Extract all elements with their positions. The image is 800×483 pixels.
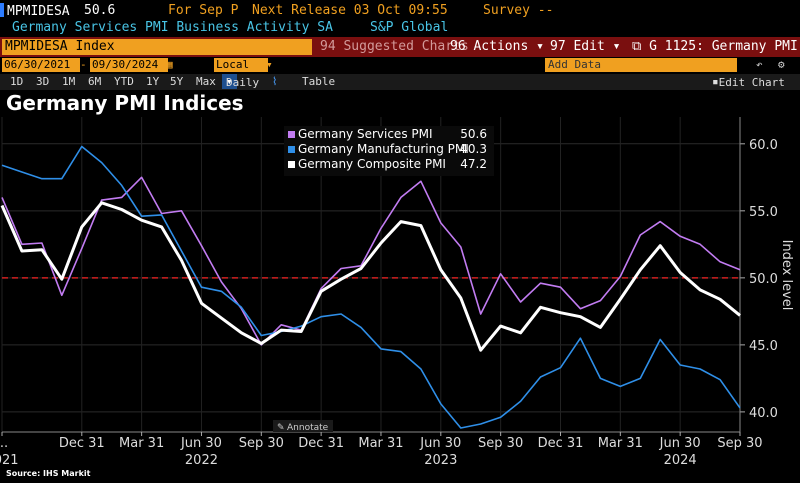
chart-title: Germany PMI Indices xyxy=(6,91,244,115)
chevron-down-icon[interactable]: ▾ xyxy=(266,58,273,71)
end-date-input[interactable]: 09/30/2024 xyxy=(90,58,168,72)
services-line xyxy=(1,176,741,346)
annotate-button xyxy=(273,420,333,432)
date-separator: - xyxy=(80,58,87,71)
data-source: S&P Global xyxy=(370,20,449,35)
x-tick-label: Mar 31 xyxy=(358,436,403,451)
annotate-label: Annotate xyxy=(287,423,329,433)
chart-name-button[interactable]: ⧉ G 1125: Germany PMI xyxy=(632,39,798,54)
period-1d[interactable]: 1D xyxy=(10,75,24,88)
period-6m[interactable]: 6M xyxy=(88,75,102,88)
source-note: Source: IHS Markit xyxy=(6,469,91,478)
y-tick-label: 55.0 xyxy=(749,205,778,220)
open-external-icon: ⧉ xyxy=(632,39,650,54)
y-axis-label: Index level xyxy=(779,240,794,311)
actions-button[interactable]: 96 Actions ▾ xyxy=(450,39,544,54)
series-lines xyxy=(0,145,741,429)
start-date-input[interactable]: 06/30/2021 xyxy=(2,58,80,72)
period-ytd[interactable]: YTD xyxy=(114,75,134,88)
x-tick-label: Mar 31 xyxy=(598,436,643,451)
axes: 40.0 45.0 50.0 55.0 60.0 Index level... 2021 De… xyxy=(0,117,794,468)
calendar-icon[interactable]: ▦ xyxy=(166,58,173,71)
survey-label: Survey -- xyxy=(483,3,554,18)
x-year-label: 2024 xyxy=(664,453,697,468)
period-max[interactable]: Max xyxy=(196,75,216,88)
chevron-down-icon: ▾ xyxy=(528,39,544,54)
last-value: 50.6 xyxy=(84,3,116,18)
period-bar: 1D 3D 1M 6M YTD 1Y 5Y Max Daily ▾ ⌇ Tabl… xyxy=(0,74,800,90)
composite-line xyxy=(0,201,741,352)
pencil-icon: ✎ xyxy=(277,423,285,433)
edit-icon: 97 xyxy=(550,39,574,54)
actions-icon: 96 xyxy=(450,39,474,54)
x-tick-label: Sep 30 xyxy=(478,436,523,451)
x-year-label: 2023 xyxy=(424,453,457,468)
edit-chart-button[interactable]: ▪ Edit Chart xyxy=(712,75,785,89)
x-year-label: 2022 xyxy=(185,453,218,468)
x-tick-label: Sep 30 xyxy=(239,436,284,451)
security-description: Germany Services PMI Business Activity S… xyxy=(12,20,333,35)
x-tick-label: Jun 30 xyxy=(419,436,461,451)
manufacturing-line xyxy=(1,145,741,429)
quote-bar: MPMIDESA 50.6 For Sep P Next Release 03 … xyxy=(0,0,800,20)
grid-lines xyxy=(1,117,741,432)
legend-value: 50.6 xyxy=(460,127,487,141)
legend-swatch xyxy=(288,161,295,168)
frequency-select[interactable]: Daily ▾ xyxy=(222,74,259,89)
suggested-charts-button[interactable]: 94 Suggested Charts xyxy=(320,39,469,54)
period-3d[interactable]: 3D xyxy=(36,75,50,88)
add-data-input[interactable]: Add Data xyxy=(545,58,737,72)
command-bar: MPMIDESA Index 94 Suggested Charts 96 Ac… xyxy=(0,37,800,57)
x-tick-label: Dec 31 xyxy=(538,436,584,451)
period-1m[interactable]: 1M xyxy=(62,75,76,88)
legend-box xyxy=(284,126,494,176)
y-tick-label: 60.0 xyxy=(749,138,778,153)
legend-value: 40.3 xyxy=(460,142,487,156)
chevron-down-icon: ▾ xyxy=(604,39,621,54)
legend-value: 47.2 xyxy=(460,157,487,171)
x-tick-label: ... xyxy=(0,436,8,451)
legend-label: Germany Composite PMI xyxy=(298,157,446,171)
x-tick-label: Dec 31 xyxy=(59,436,105,451)
settings-icon[interactable]: ⚙ xyxy=(778,58,785,71)
period-5y[interactable]: 5Y xyxy=(170,75,184,88)
x-tick-label: Dec 31 xyxy=(298,436,344,451)
table-button[interactable]: Table xyxy=(302,75,336,88)
legend-label: Germany Services PMI xyxy=(298,127,433,141)
y-tick-label: 50.0 xyxy=(749,272,778,287)
currency-select[interactable]: Local CCY xyxy=(214,58,268,85)
x-tick-label: Sep 30 xyxy=(717,436,762,451)
undo-icon[interactable]: ↶ xyxy=(756,58,763,71)
ticker-symbol: MPMIDESA xyxy=(0,3,70,19)
line-chart-icon[interactable]: ⌇ xyxy=(272,75,278,88)
next-release: Next Release 03 Oct 09:55 xyxy=(252,3,448,18)
x-year-label: 2021 xyxy=(0,453,19,468)
period-label: For Sep P xyxy=(168,3,239,18)
suggested-icon: 94 xyxy=(320,39,344,54)
edit-button[interactable]: 97 Edit ▾ xyxy=(550,39,621,54)
annotate-control: Annotate✎ xyxy=(273,420,333,433)
x-tick-label: Mar 31 xyxy=(119,436,164,451)
description-bar: Germany Services PMI Business Activity S… xyxy=(0,20,800,37)
date-range-bar: 06/30/2021 - 09/30/2024 ▦ Local CCY ▾ Ad… xyxy=(0,58,800,85)
y-tick-label: 45.0 xyxy=(749,339,778,354)
x-tick-label: Jun 30 xyxy=(659,436,701,451)
y-tick-label: 40.0 xyxy=(749,406,778,421)
security-input[interactable]: MPMIDESA Index xyxy=(2,39,312,55)
period-1y[interactable]: 1Y xyxy=(146,75,160,88)
legend-swatch xyxy=(288,131,295,138)
legend-swatch xyxy=(288,146,295,153)
legend-label: Germany Manufacturing PMI xyxy=(298,142,469,156)
x-tick-label: Jun 30 xyxy=(180,436,222,451)
